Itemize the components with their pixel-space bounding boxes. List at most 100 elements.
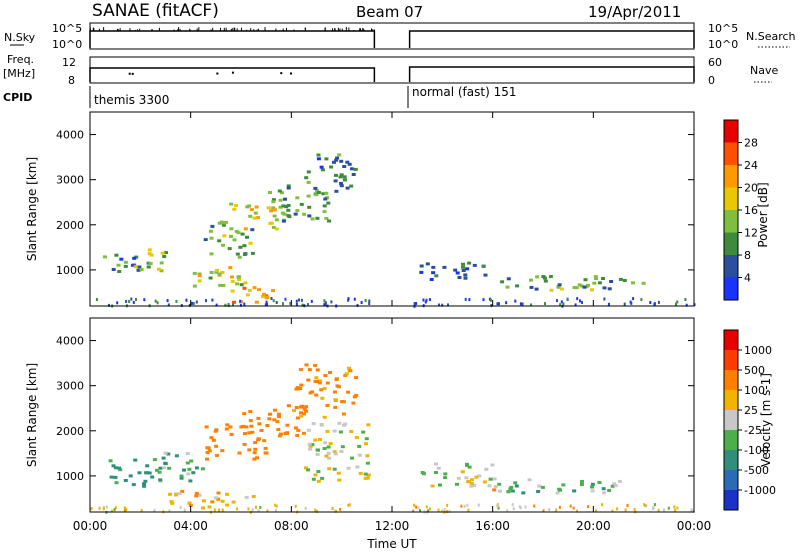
velocity-cell (200, 467, 205, 471)
velocity-cell (333, 398, 338, 402)
velocity-cell (429, 507, 431, 511)
power-cell (441, 303, 444, 307)
power-cell (283, 197, 287, 201)
freq-dot (131, 72, 134, 75)
power-cell (137, 265, 142, 269)
nave-tick-top: 60 (708, 56, 722, 69)
velocity-cell (179, 474, 184, 478)
power-cell (166, 299, 169, 303)
velocity-cell (307, 442, 312, 446)
power-cell (572, 286, 577, 289)
power-colorbar-segment (724, 277, 738, 300)
power-colorbar-segment (724, 255, 738, 278)
date-title: 19/Apr/2011 (588, 3, 681, 21)
velocity-cell (296, 428, 301, 432)
velocity-cell (322, 386, 327, 390)
velocity-cell (163, 461, 168, 465)
velocity-cell (510, 489, 515, 493)
velocity-cell (469, 484, 474, 488)
beam-title: Beam 07 (356, 3, 423, 21)
power-cell (335, 156, 340, 160)
velocity-cell (299, 411, 303, 415)
velocity-cell (301, 412, 306, 416)
power-cell (306, 170, 311, 174)
velocity-cell (131, 483, 136, 487)
power-cell (301, 303, 304, 307)
velocity-cell (320, 476, 325, 480)
power-cell (300, 298, 303, 302)
power-cell (467, 261, 472, 265)
power-cell (465, 267, 470, 271)
velocity-cell (218, 508, 220, 512)
velocity-cell (333, 405, 338, 409)
velocity-cell (211, 438, 216, 442)
power-cell (271, 200, 276, 204)
power-cell (217, 272, 222, 276)
velocity-cell (653, 503, 656, 507)
power-cell (266, 303, 268, 306)
power-cell (428, 298, 431, 302)
power-cell (601, 277, 605, 280)
velocity-cell (285, 431, 290, 435)
power-cell (464, 297, 467, 301)
power-cell (419, 264, 424, 268)
power-cell (529, 285, 534, 289)
velocity-cell (413, 503, 416, 507)
velocity-cell (158, 478, 163, 482)
power-cell (583, 278, 588, 282)
velocity-cell (187, 501, 192, 505)
velocity-cell (276, 412, 281, 416)
power-cell (232, 300, 236, 304)
power-cell (631, 281, 635, 285)
velocity-cell (419, 509, 421, 513)
power-cell (271, 198, 276, 202)
power-cell (298, 298, 300, 302)
velocity-cell (306, 378, 311, 382)
velocity-cell (311, 422, 316, 426)
power-cell (242, 244, 247, 248)
velocity-cell (537, 484, 542, 488)
velocity-cell (207, 505, 212, 509)
velocity-cell (323, 441, 328, 445)
velocity-cell (472, 483, 477, 487)
freq-trace-second (408, 66, 695, 82)
power-cell (597, 281, 602, 285)
power-cell (185, 298, 188, 302)
velocity-cell (509, 485, 514, 489)
velocity-cell (652, 506, 655, 510)
power-cell (162, 255, 167, 258)
power-cell (514, 299, 517, 303)
power-cell (339, 184, 344, 188)
power-cell (217, 239, 222, 243)
power-cell (125, 299, 128, 303)
power-cell (349, 184, 354, 188)
velocity-cell (186, 472, 191, 476)
velocity-cell (347, 503, 350, 507)
power-cell (307, 303, 309, 306)
power-cell (192, 302, 195, 306)
power-cell (197, 279, 202, 283)
velocity-cell (214, 453, 219, 457)
power-cell (442, 265, 447, 269)
power-cell (582, 285, 587, 289)
power-cell (322, 210, 327, 214)
power-cell (221, 221, 226, 225)
x-axis-label: Time UT (366, 537, 417, 551)
velocity-cell (204, 425, 209, 429)
velocity-cell (365, 476, 370, 480)
velocity-cell (332, 390, 337, 394)
velocity-cell (229, 432, 234, 436)
velocity-cell (263, 446, 268, 450)
velocity-cell (332, 450, 337, 454)
power-cell (548, 275, 553, 279)
velocity-colorbar-segment (724, 390, 738, 410)
velocity-cell (443, 472, 448, 476)
power-cell (214, 268, 219, 272)
power-colorbar-tick-label: 4 (744, 272, 751, 285)
power-cell (324, 216, 329, 220)
power-cell (299, 202, 304, 206)
velocity-cell (220, 499, 225, 503)
velocity-colorbar-tick-label: 500 (744, 364, 765, 377)
velocity-cell (316, 470, 321, 473)
power-cell (649, 301, 652, 304)
